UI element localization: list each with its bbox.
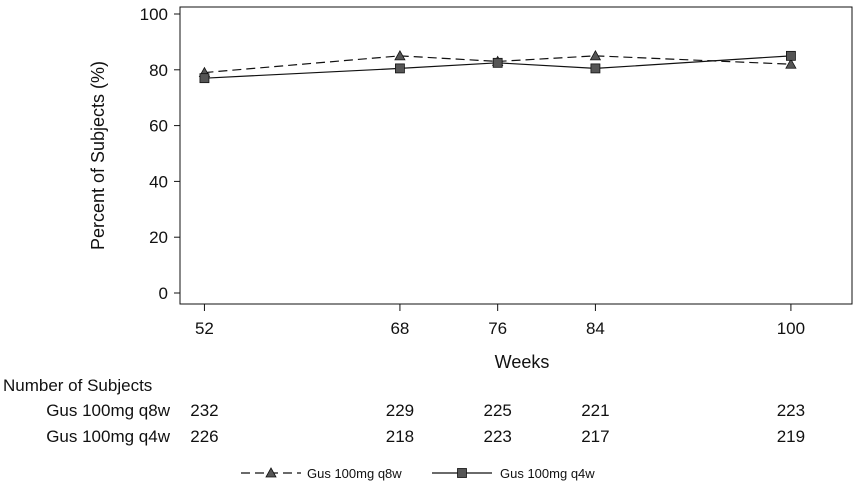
- subjects-row-label: Gus 100mg q8w: [46, 401, 171, 420]
- data-point: [786, 50, 796, 61]
- data-point: [589, 50, 602, 61]
- subjects-count: 232: [190, 401, 218, 420]
- data-point: [590, 63, 601, 74]
- x-tick-label: 68: [390, 319, 409, 338]
- y-tick-label: 100: [140, 5, 168, 24]
- data-point: [492, 57, 503, 68]
- subjects-count: 226: [190, 427, 218, 446]
- x-tick-label: 76: [488, 319, 507, 338]
- y-tick-label: 80: [149, 61, 168, 80]
- subjects-count: 229: [386, 401, 414, 420]
- legend-marker: [265, 467, 277, 478]
- y-axis-title: Percent of Subjects (%): [88, 61, 108, 250]
- legend: Gus 100mg q8w Gus 100mg q4w: [241, 466, 595, 481]
- y-tick-label: 40: [149, 172, 168, 191]
- x-axis-title: Weeks: [495, 352, 550, 372]
- subjects-count: 221: [581, 401, 609, 420]
- series-layer: [198, 50, 797, 84]
- subjects-table-header: Number of Subjects: [3, 376, 152, 395]
- subjects-count: 225: [483, 401, 511, 420]
- y-tick-label: 60: [149, 117, 168, 136]
- legend-label: Gus 100mg q4w: [500, 466, 595, 481]
- subjects-count: 217: [581, 427, 609, 446]
- subjects-table-cells: 232 229 225 221 223 226 218 223 217 219: [190, 401, 805, 446]
- plot-frame: [179, 6, 853, 305]
- y-axis: 0 20 40 60 80 100: [140, 5, 180, 303]
- data-point: [395, 63, 405, 74]
- legend-marker: [457, 468, 467, 478]
- data-point: [785, 58, 797, 69]
- y-tick-label: 20: [149, 228, 168, 247]
- x-tick-label: 84: [586, 319, 605, 338]
- subjects-row-label: Gus 100mg q4w: [46, 427, 171, 446]
- data-point: [394, 50, 406, 61]
- subjects-count: 223: [777, 401, 805, 420]
- subjects-count: 218: [386, 427, 414, 446]
- subjects-count: 223: [483, 427, 511, 446]
- legend-item: [432, 468, 492, 478]
- y-tick-label: 0: [159, 284, 168, 303]
- x-axis: 52 68 76 84 100: [195, 304, 805, 338]
- data-point: [199, 73, 210, 84]
- subjects-count: 219: [777, 427, 805, 446]
- legend-item: [241, 467, 301, 478]
- x-tick-label: 52: [195, 319, 214, 338]
- legend-label: Gus 100mg q8w: [307, 466, 402, 481]
- x-tick-label: 100: [777, 319, 805, 338]
- subjects-table: Number of Subjects Gus 100mg q8w Gus 100…: [3, 376, 805, 446]
- plot-border: [179, 6, 853, 305]
